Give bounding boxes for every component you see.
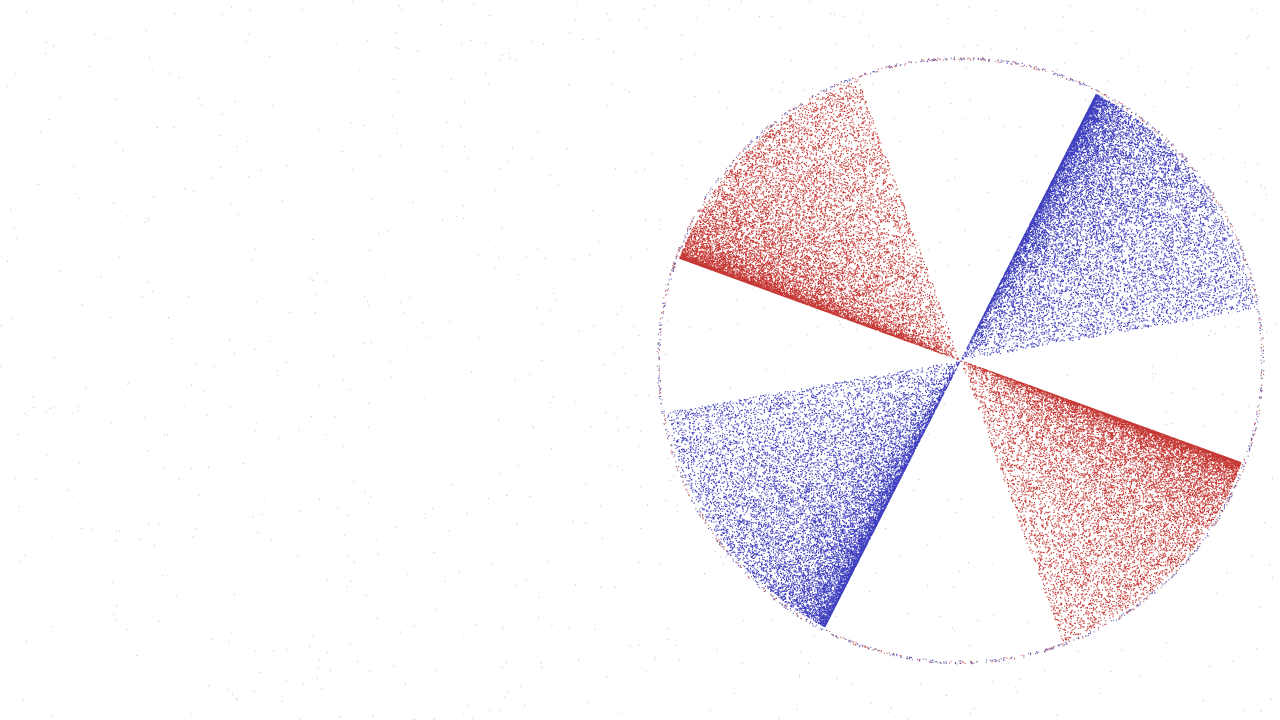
wedge-blue-3	[667, 360, 961, 628]
wedge-blue-1	[961, 94, 1255, 360]
wedge-red-0	[679, 79, 959, 361]
wedge-dots	[667, 79, 1255, 642]
wedge-red-2	[960, 360, 1242, 642]
